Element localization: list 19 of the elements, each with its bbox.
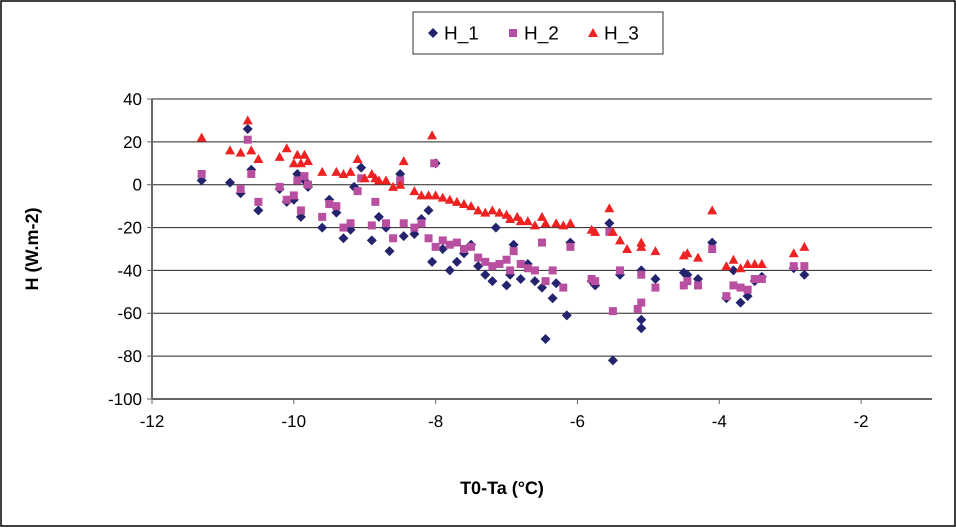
y-axis-title: H (W.m-2) bbox=[22, 208, 42, 290]
x-tick-label: -6 bbox=[570, 412, 586, 431]
x-tick-label: -4 bbox=[712, 412, 727, 431]
x-tick-label: -12 bbox=[140, 412, 164, 431]
x-tick-label: -10 bbox=[282, 412, 306, 431]
x-tick-label: -8 bbox=[428, 412, 444, 431]
y-tick-label: -100 bbox=[108, 390, 142, 409]
y-tick-label: 0 bbox=[132, 176, 142, 195]
y-tick-label: -60 bbox=[117, 304, 142, 324]
y-tick-label: -40 bbox=[117, 261, 142, 280]
y-tick-label: 40 bbox=[123, 90, 142, 109]
x-tick-label: -2 bbox=[854, 412, 869, 431]
y-tick-label: -80 bbox=[117, 347, 142, 366]
legend-label: H_3 bbox=[604, 24, 639, 45]
legend-label: H_2 bbox=[524, 24, 559, 45]
legend-label: H_1 bbox=[444, 24, 479, 45]
x-axis-title: T0-Ta (°C) bbox=[460, 478, 544, 498]
y-tick-label: 20 bbox=[123, 132, 142, 152]
y-tick-label: -20 bbox=[117, 218, 142, 238]
